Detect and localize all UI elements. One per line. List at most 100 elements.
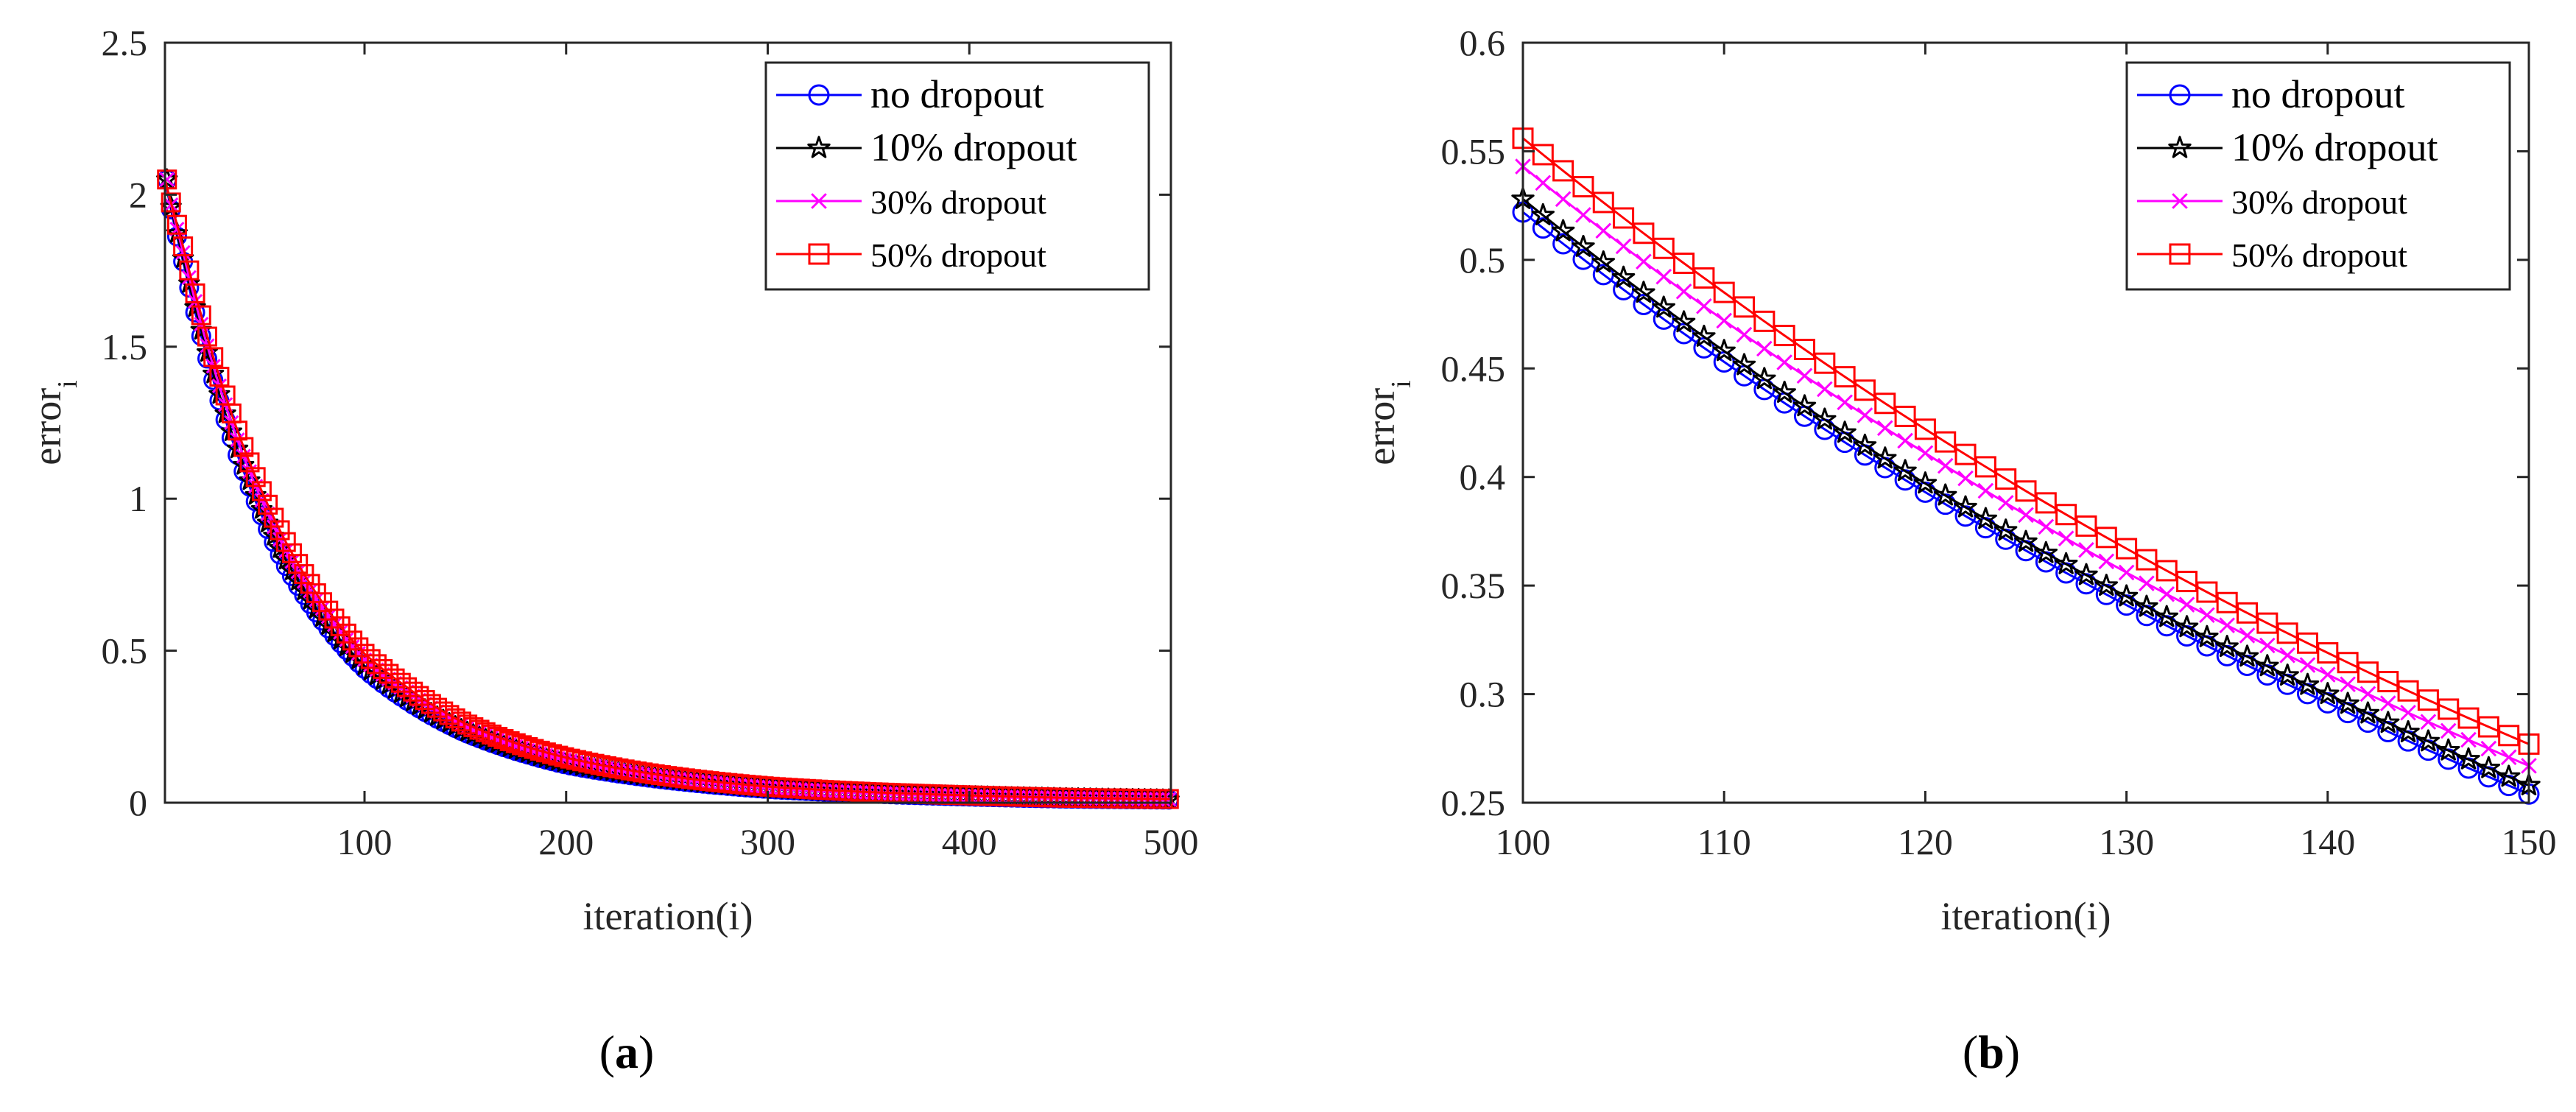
panel-b-series-1-marker bbox=[2235, 644, 2259, 667]
panel-b-series-3-marker bbox=[2136, 549, 2158, 571]
panel-a-legend-swatch-marker bbox=[808, 84, 830, 106]
panel-a-series-3-marker bbox=[251, 481, 272, 502]
panel-a-ylabel-sub: i bbox=[52, 380, 83, 388]
panel-a-series-3 bbox=[157, 169, 1179, 809]
panel-b-series-1-marker bbox=[2074, 563, 2098, 585]
panel-b-series-2-marker bbox=[2379, 695, 2396, 711]
panel-a-series-2-marker bbox=[320, 609, 336, 624]
panel-b-series-2-marker bbox=[1575, 207, 1591, 223]
panel-b-series-1-marker bbox=[1732, 353, 1756, 376]
panel-a-series-3-marker bbox=[281, 543, 302, 563]
panel-a-xtick-label: 400 bbox=[942, 821, 997, 862]
panel-b-series-3-marker bbox=[1974, 456, 1996, 478]
panel-a-series-3-marker bbox=[330, 616, 351, 636]
panel-b-series-1-marker bbox=[1632, 281, 1655, 303]
panel-a-ytick-label: 0 bbox=[129, 782, 147, 823]
panel-a-series-3-marker bbox=[1158, 789, 1179, 809]
panel-b-series-1-marker bbox=[2376, 711, 2400, 733]
panel-b-axes-box bbox=[1521, 41, 2530, 804]
svg-text:errori: errori bbox=[1359, 380, 1417, 465]
panel-b-series-3-marker bbox=[1834, 366, 1856, 388]
panel-b-caption: (b) bbox=[1963, 1026, 2020, 1078]
panel-b-legend-label: 10% dropout bbox=[2231, 125, 2438, 169]
panel-b-series-3-marker bbox=[2035, 492, 2057, 514]
panel-a-legend: no dropout 10% dropout 30% dropout 50% drop… bbox=[764, 61, 1150, 291]
panel-b-series-3-marker bbox=[1693, 267, 1715, 289]
panel-b-series-2-marker bbox=[1997, 495, 2014, 511]
panel-a-series-3-marker bbox=[433, 701, 454, 722]
panel-a-ylabel: errori bbox=[25, 380, 83, 465]
panel-b-series-1-marker bbox=[1974, 507, 1998, 529]
panel-b-series-2-marker bbox=[1615, 238, 1632, 255]
panel-b-series-2-marker bbox=[2480, 740, 2497, 757]
panel-a-legend-entries: no dropout 10% dropout 30% dropout 50% drop… bbox=[776, 72, 1077, 274]
panel-a-legend-label: 50% dropout bbox=[870, 236, 1046, 274]
panel-a-series-3-marker bbox=[348, 637, 369, 658]
panel-b-legend-swatch-marker bbox=[2169, 243, 2191, 265]
panel-a-caption: (a) bbox=[599, 1026, 655, 1078]
panel-b-series-2-marker bbox=[2420, 714, 2437, 731]
panel-b-series-2-marker bbox=[1655, 268, 1672, 285]
panel-b-series-3-marker bbox=[1532, 144, 1554, 166]
panel-b-series-1-marker bbox=[2316, 682, 2340, 705]
panel-b-series-1-marker bbox=[1652, 295, 1675, 318]
panel-b-series-2-marker bbox=[1897, 432, 1913, 449]
panel-b-series-1-marker bbox=[1833, 420, 1857, 443]
panel-b-series-1-marker bbox=[2437, 738, 2460, 761]
panel-a-series-2-marker bbox=[725, 777, 742, 792]
panel-a-series-2-marker bbox=[708, 775, 723, 791]
panel-b-series-1-marker bbox=[1913, 471, 1938, 494]
panel-b-series-1-marker bbox=[1531, 203, 1555, 225]
panel-b-series-2-marker bbox=[1555, 191, 1572, 208]
panel-a-series-3-marker bbox=[336, 623, 356, 644]
panel-b-xtick-label: 110 bbox=[1697, 821, 1751, 862]
panel-b-ytick-label: 0.3 bbox=[1460, 674, 1506, 715]
panel-a-series-2-marker bbox=[671, 772, 687, 787]
panel-a-series-1-marker bbox=[178, 272, 200, 293]
panel-b-series-3-marker bbox=[1995, 468, 2017, 490]
panel-a-ytick-label: 0.5 bbox=[102, 630, 148, 672]
panel-b-series-2-marker bbox=[1736, 326, 1753, 343]
panel-a-series-3-marker bbox=[233, 437, 254, 457]
panel-b-legend-item: no dropout bbox=[2137, 72, 2405, 116]
panel-b-legend-entries: no dropout 10% dropout 30% dropout 50% drop… bbox=[2137, 72, 2438, 274]
panel-a-series-layer bbox=[156, 168, 1180, 810]
panel-b-series-1-marker bbox=[2054, 552, 2078, 574]
panel-a-series-3-marker bbox=[258, 494, 278, 515]
panel-a-xtick-label: 500 bbox=[1144, 821, 1199, 862]
panel-b-series-1-marker bbox=[1792, 394, 1817, 417]
panel-b-legend-label: no dropout bbox=[2231, 72, 2405, 116]
panel-a-series-2-marker bbox=[683, 773, 699, 789]
panel-b-legend-swatch-marker bbox=[2169, 84, 2191, 106]
panel-b-legend-label: 50% dropout bbox=[2231, 236, 2407, 274]
panel-a-series-3-marker bbox=[342, 630, 363, 651]
panel-b-series-2-marker bbox=[2400, 704, 2416, 721]
panel-b-series-2-marker bbox=[1937, 457, 1954, 474]
panel-b-legend-swatch-marker bbox=[2168, 136, 2192, 158]
panel-a-series-3-marker bbox=[173, 236, 194, 257]
panel-a-xlabel: iteration(i) bbox=[583, 894, 753, 938]
panel-a-series-2-first-point bbox=[159, 172, 175, 187]
panel-b-series-2-marker bbox=[1917, 445, 1934, 462]
panel-b-series-2-marker bbox=[2118, 564, 2135, 581]
panel-b-series-2-marker bbox=[1977, 482, 1994, 499]
panel-b-series-2-marker bbox=[1595, 222, 1612, 239]
panel-b-ytick-label: 0.6 bbox=[1460, 22, 1506, 63]
panel-b-series-1-marker bbox=[2114, 584, 2139, 607]
panel-b-series-2-marker bbox=[2018, 507, 2034, 524]
panel-b-series-2-marker bbox=[2058, 530, 2074, 547]
panel-b-series-3-marker bbox=[1633, 222, 1655, 244]
panel-b-series-3-marker bbox=[1653, 237, 1675, 259]
panel-b-series-2-marker bbox=[1876, 420, 1893, 437]
panel-a-series-3-marker bbox=[360, 649, 381, 669]
panel-b-series-1-marker bbox=[2477, 756, 2501, 778]
panel-b-series-1-marker bbox=[1853, 433, 1877, 456]
panel-a-series-2-marker bbox=[296, 574, 312, 589]
panel-b-series-2-marker bbox=[2259, 637, 2276, 654]
panel-b-series-1-marker bbox=[1873, 446, 1897, 469]
panel-b-series-3-marker bbox=[1854, 379, 1876, 401]
panel-a-series-3-marker bbox=[245, 467, 266, 488]
panel-b-series-2-marker bbox=[2319, 666, 2336, 683]
panel-b-series-1-marker bbox=[1712, 339, 1736, 362]
panel-b-legend-swatch-marker bbox=[2172, 193, 2188, 209]
